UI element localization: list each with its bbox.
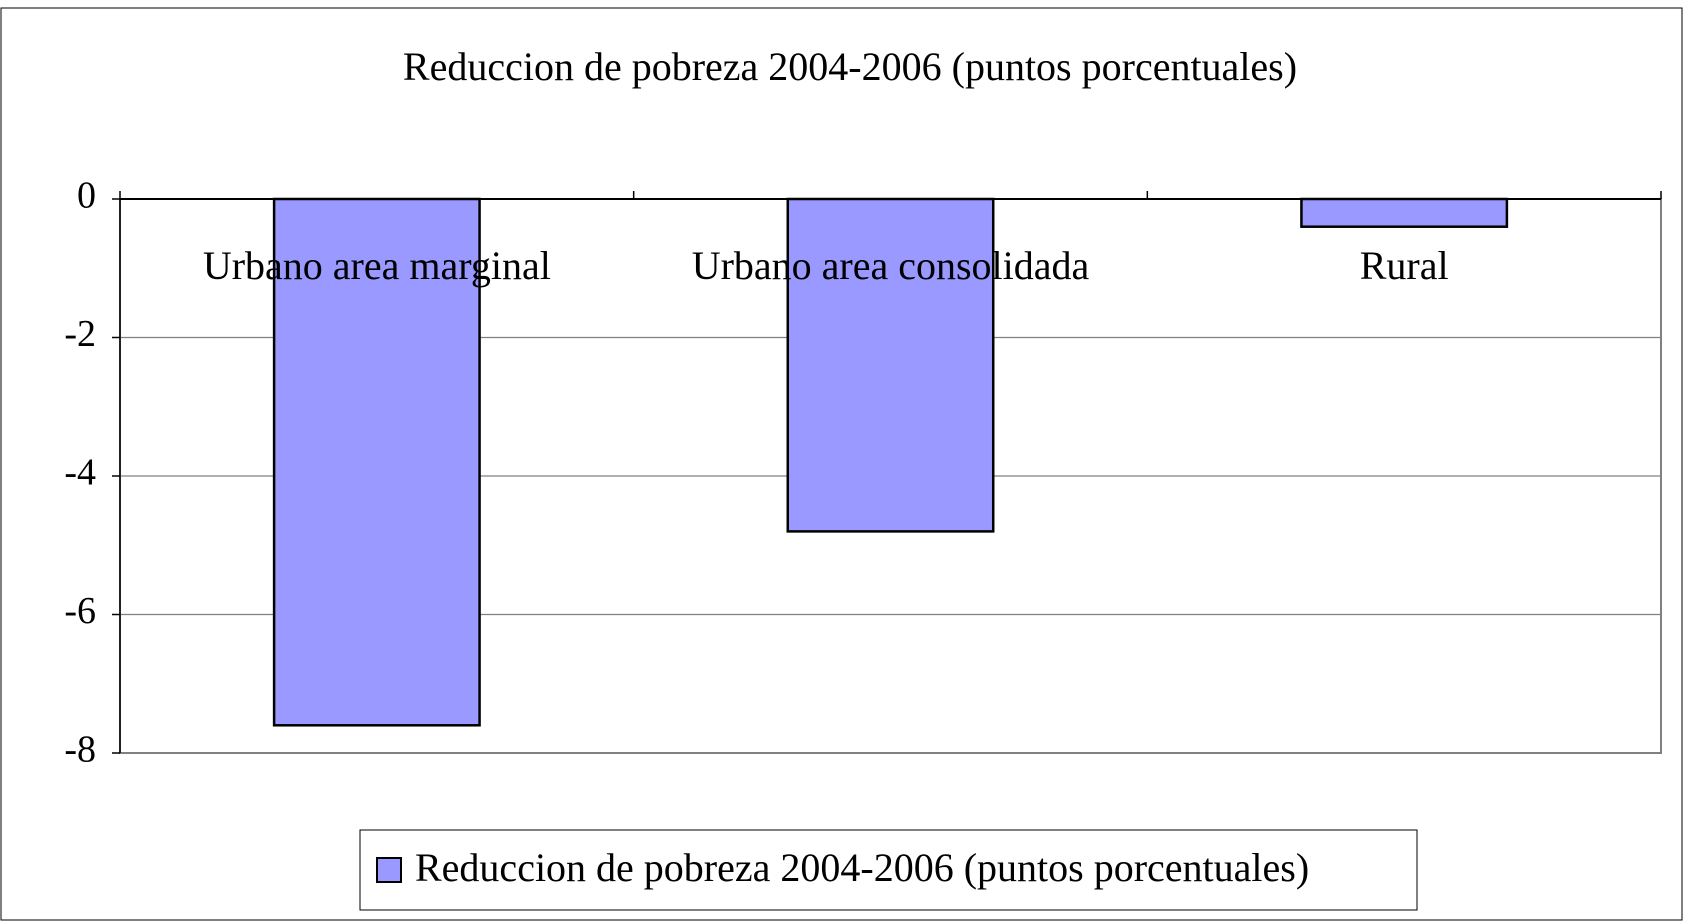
y-tick-label: -4	[64, 452, 96, 494]
x-tick-label: Rural	[1360, 243, 1449, 288]
y-tick-label: -2	[64, 313, 96, 355]
bar	[272, 197, 481, 727]
x-tick-label: Urbano area marginal	[203, 243, 551, 288]
bar	[1300, 197, 1509, 228]
legend-box	[359, 829, 1418, 911]
bar	[786, 197, 995, 533]
legend-label: Reduccion de pobreza 2004-2006 (puntos p…	[415, 845, 1309, 890]
y-tick-label: 0	[77, 175, 96, 217]
y-tick-label: -6	[64, 590, 96, 632]
legend-swatch	[376, 857, 402, 883]
x-tick-label: Urbano area consolidada	[692, 243, 1090, 288]
y-tick-label: -8	[64, 729, 96, 771]
chart-title: Reduccion de pobreza 2004-2006 (puntos p…	[403, 44, 1297, 89]
